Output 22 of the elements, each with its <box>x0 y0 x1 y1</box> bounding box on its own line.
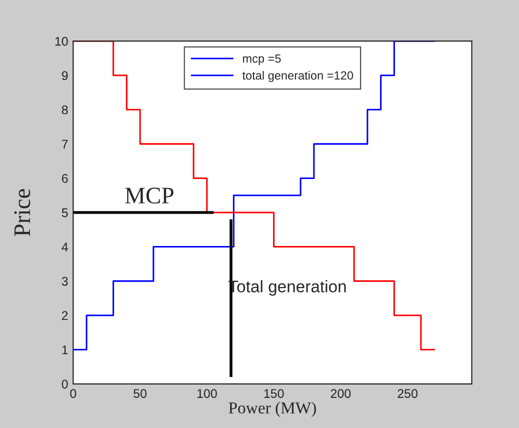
x-tick-label: 0 <box>70 389 76 398</box>
x-tick-label: 200 <box>330 389 351 398</box>
y-tick-label: 10 <box>55 36 68 46</box>
y-tick-label: 5 <box>62 208 68 218</box>
x-axis-title: Power (MW) <box>228 402 316 417</box>
x-tick-label: 150 <box>264 389 284 398</box>
y-axis-title: Price <box>14 189 30 236</box>
y-tick-label: 3 <box>62 276 68 286</box>
y-tick-label: 7 <box>62 140 68 148</box>
legend-label: total generation =120 <box>242 70 354 82</box>
y-tick-label: 4 <box>62 242 68 252</box>
y-tick-label: 2 <box>62 311 68 320</box>
x-tick-label: 50 <box>134 389 147 398</box>
annotation: MCP <box>125 188 174 204</box>
legend-label: mcp =5 <box>243 54 281 66</box>
x-tick-label: 250 <box>398 389 418 398</box>
y-tick-label: 6 <box>62 174 68 183</box>
y-tick-label: 8 <box>62 105 68 114</box>
y-tick-label: 1 <box>62 346 68 354</box>
x-tick-label: 100 <box>197 389 217 398</box>
y-tick-label: 0 <box>62 380 68 389</box>
y-tick-label: 9 <box>62 71 68 80</box>
